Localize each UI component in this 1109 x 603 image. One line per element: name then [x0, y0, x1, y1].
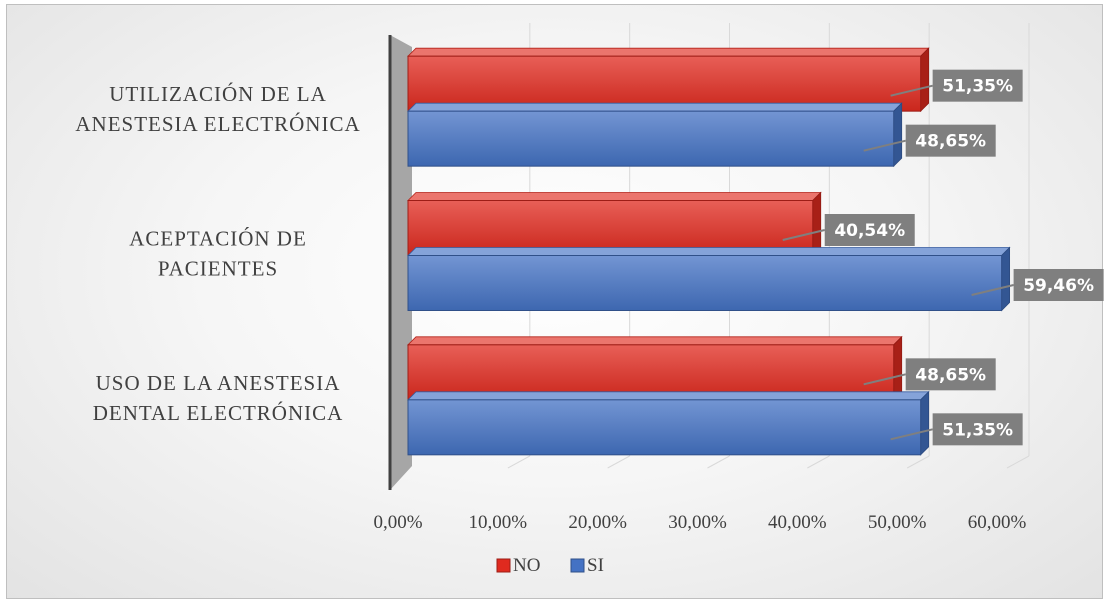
bar-end-face	[893, 102, 903, 168]
data-label-leader	[890, 84, 933, 97]
data-label: 48,65%	[915, 365, 986, 385]
x-tick-label: 20,00%	[568, 512, 627, 533]
bar-end-face	[920, 390, 930, 456]
data-label-box	[1013, 269, 1104, 301]
data-label: 48,65%	[915, 132, 986, 152]
axis-wall	[390, 35, 412, 490]
x-tick-label: 30,00%	[668, 512, 727, 533]
gridline-floor	[507, 455, 531, 469]
x-tick-label: 10,00%	[469, 512, 528, 533]
bar-si	[407, 399, 922, 456]
category-label: UTILIZACIÓN DE LA	[109, 82, 327, 106]
bar-si	[407, 255, 1003, 311]
bar-top-face	[407, 192, 822, 201]
data-label-leader	[863, 139, 906, 152]
gridline-floor	[807, 455, 830, 469]
bar-end-face	[893, 335, 903, 401]
x-tick-label: 60,00%	[968, 512, 1027, 533]
data-label: 51,35%	[942, 420, 1013, 440]
category-label: USO DE LA ANESTESIA	[96, 371, 341, 395]
x-tick-label: 0,00%	[373, 512, 422, 533]
data-label-leader	[890, 428, 933, 441]
data-label-leader	[782, 229, 825, 241]
data-label: 51,35%	[942, 77, 1013, 97]
x-tick-label: 40,00%	[768, 512, 827, 533]
legend-label-si: SI	[587, 555, 604, 576]
category-label: ANESTESIA ELECTRÓNICA	[75, 112, 360, 136]
data-label: 59,46%	[1023, 276, 1094, 296]
bar-no	[407, 344, 895, 401]
data-label-box	[905, 124, 996, 157]
data-label: 40,54%	[834, 221, 905, 241]
bar-top-face	[407, 102, 903, 112]
gridline-floor	[1006, 455, 1030, 469]
category-label: PACIENTES	[158, 257, 278, 281]
x-tick-label: 50,00%	[868, 512, 927, 533]
bar-end-face	[812, 191, 822, 257]
data-label-leader	[863, 373, 906, 386]
gridline-floor	[707, 455, 730, 469]
data-label-box	[932, 413, 1023, 446]
data-label-leader	[971, 284, 1014, 296]
bar-top-face	[407, 47, 930, 57]
bar-top-face	[407, 247, 1011, 256]
gridline-floor	[906, 455, 930, 469]
bar-end-face	[1001, 246, 1011, 312]
bar-no	[407, 200, 814, 256]
data-label-box	[932, 69, 1023, 102]
gridline-floor	[607, 455, 630, 469]
bar-top-face	[407, 336, 903, 346]
bar-top-face	[407, 391, 930, 401]
bar-no	[407, 55, 922, 112]
legend-label-no: NO	[513, 555, 540, 576]
data-label-box	[905, 358, 996, 391]
category-label: ACEPTACIÓN DE	[129, 227, 307, 251]
bar-end-face	[920, 47, 930, 113]
legend-swatch-no	[496, 558, 511, 573]
legend-swatch-si	[570, 558, 585, 573]
category-label: DENTAL ELECTRÓNICA	[93, 401, 344, 425]
data-label-box	[824, 214, 915, 246]
bar-si	[407, 110, 895, 167]
